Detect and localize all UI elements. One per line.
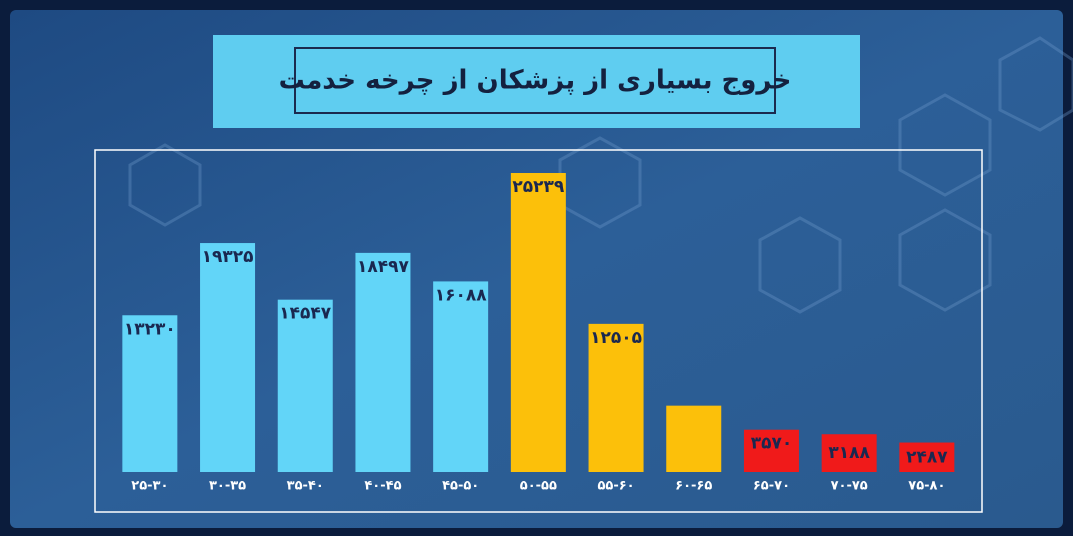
- data-label: ۱۳۲۳۰: [124, 319, 176, 339]
- bar: [510, 173, 566, 472]
- bar: [743, 429, 799, 472]
- data-label: ۱۲۵۰۵: [590, 328, 642, 348]
- x-tick-label: ۳۵-۴۰: [287, 479, 324, 494]
- data-label: ۱۴۵۴۷: [279, 304, 332, 324]
- chart-title: خروج بسیاری از پزشکان از چرخه خدمت: [279, 66, 792, 96]
- x-tick-label: ۷۵-۸۰: [908, 479, 945, 494]
- bar: [277, 299, 333, 472]
- data-label: ۳۱۸۸: [828, 443, 870, 463]
- bar: [666, 405, 722, 472]
- bar: [899, 442, 955, 472]
- x-tick-label: ۶۵-۷۰: [753, 479, 790, 494]
- x-tick-label: ۴۰-۴۵: [364, 479, 401, 494]
- data-label: ۱۹۳۲۵: [202, 247, 254, 267]
- data-label: ۲۴۸۷: [906, 447, 948, 467]
- x-tick-label: ۵۵-۶۰: [597, 479, 634, 494]
- data-label: ۲۵۲۳۹: [512, 177, 565, 197]
- bar: [122, 315, 178, 472]
- data-label: ۱۸۴۹۷: [357, 257, 410, 277]
- bar: [433, 281, 489, 472]
- data-label: ۳۵۷۰: [751, 434, 793, 454]
- bar: [821, 434, 877, 472]
- bar: [200, 243, 256, 472]
- x-tick-label: ۷۰-۷۵: [831, 479, 868, 494]
- x-tick-label: ۴۵-۵۰: [442, 479, 479, 494]
- x-tick-label: ۲۵-۳۰: [131, 479, 168, 494]
- x-tick-label: ۳۰-۳۵: [209, 479, 246, 494]
- plot-frame: [94, 149, 983, 513]
- x-tick-label: ۵۰-۵۵: [520, 479, 557, 494]
- title-box: [294, 47, 776, 114]
- data-label: ۱۶۰۸۸: [435, 285, 488, 305]
- bar: [355, 252, 411, 472]
- x-tick-label: ۶۰-۶۵: [675, 479, 712, 494]
- bar: [588, 323, 644, 472]
